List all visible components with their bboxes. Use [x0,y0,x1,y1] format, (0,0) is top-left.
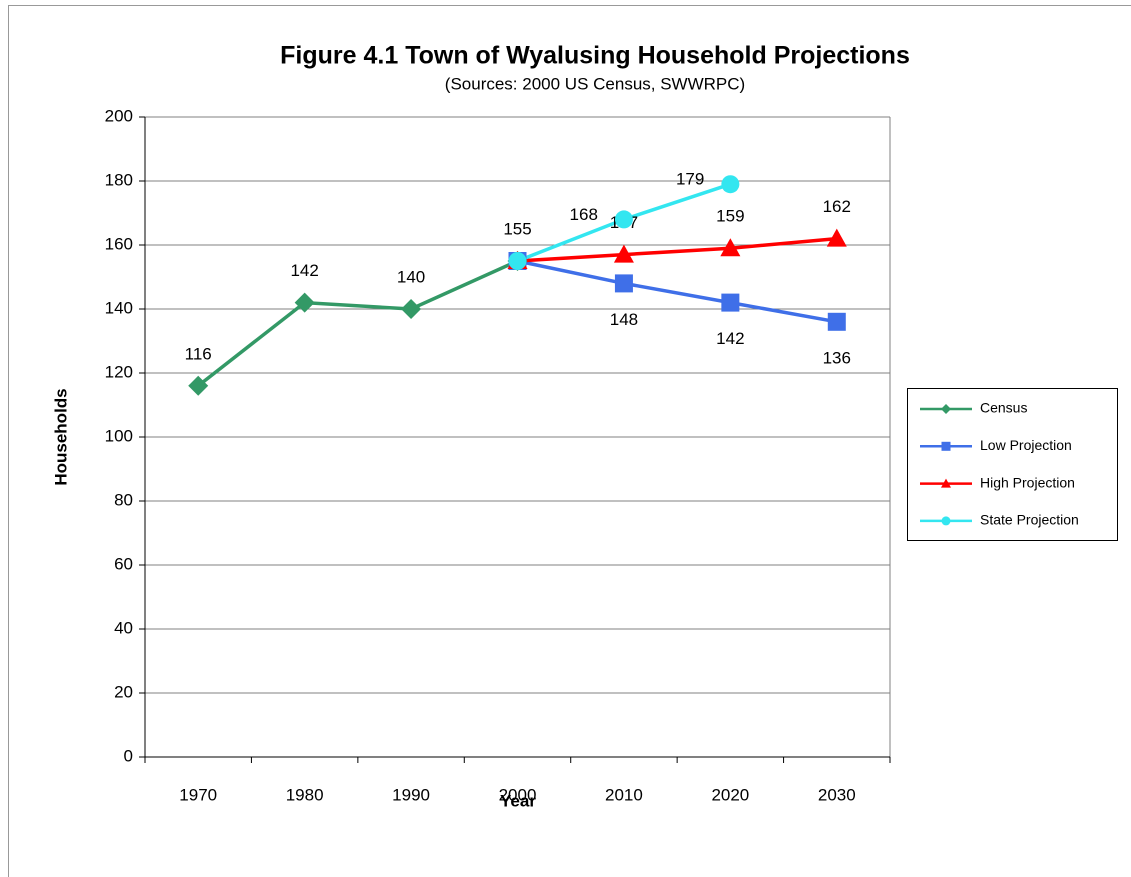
legend-marker [941,404,951,414]
x-tick-label: 2020 [711,785,749,804]
y-tick-label: 20 [114,682,133,701]
legend-box [907,388,1118,541]
y-tick-label: 180 [105,170,133,189]
data-point [826,228,847,247]
data-point [614,210,633,229]
data-label: 159 [716,207,744,226]
chart-title: Figure 4.1 Town of Wyalusing Household P… [280,42,910,70]
x-tick-label: 1990 [392,785,430,804]
x-tick-label: 2000 [499,785,537,804]
data-label: 168 [570,205,598,224]
legend-marker [941,516,951,526]
x-tick-label: 2010 [605,785,643,804]
y-tick-label: 60 [114,554,133,573]
data-label: 116 [185,344,212,363]
data-point [720,238,741,257]
data-point [614,274,633,293]
data-point [188,375,209,396]
series-line [517,259,838,324]
data-label: 155 [503,219,531,238]
data-label: 142 [290,261,318,280]
x-tick-label: 1970 [179,785,217,804]
y-axis-label: Households [51,388,70,485]
y-tick-label: 100 [105,426,133,445]
data-label: 179 [676,170,704,189]
data-label: 162 [823,197,851,216]
y-tick-label: 120 [105,362,133,381]
data-point [721,175,740,194]
y-tick-label: 160 [105,234,133,253]
data-point [827,312,846,331]
legend-label: State Projection [980,512,1079,528]
data-point [721,293,740,312]
legend-label: Low Projection [980,437,1072,453]
data-point [508,252,527,270]
y-tick-label: 140 [105,298,133,317]
x-tick-label: 1980 [286,785,324,804]
chart-subtitle: (Sources: 2000 US Census, SWWRPC) [445,74,745,93]
x-axis-label: Year [500,791,536,810]
data-label: 148 [610,310,638,329]
series-line [517,236,837,263]
data-point [294,292,315,313]
data-label: 140 [397,267,425,286]
data-point [401,299,422,319]
series-line [197,259,519,388]
y-tick-label: 80 [114,490,133,509]
data-point [613,244,634,263]
data-label: 136 [823,348,851,367]
legend-marker [941,478,951,488]
legend-label: High Projection [980,474,1075,490]
legend-label: Census [980,400,1027,416]
legend-marker [941,441,951,451]
y-tick-label: 200 [105,106,133,125]
data-label: 142 [716,329,744,348]
y-tick-label: 0 [124,746,133,765]
x-tick-label: 2030 [818,785,856,804]
y-tick-label: 40 [114,618,133,637]
